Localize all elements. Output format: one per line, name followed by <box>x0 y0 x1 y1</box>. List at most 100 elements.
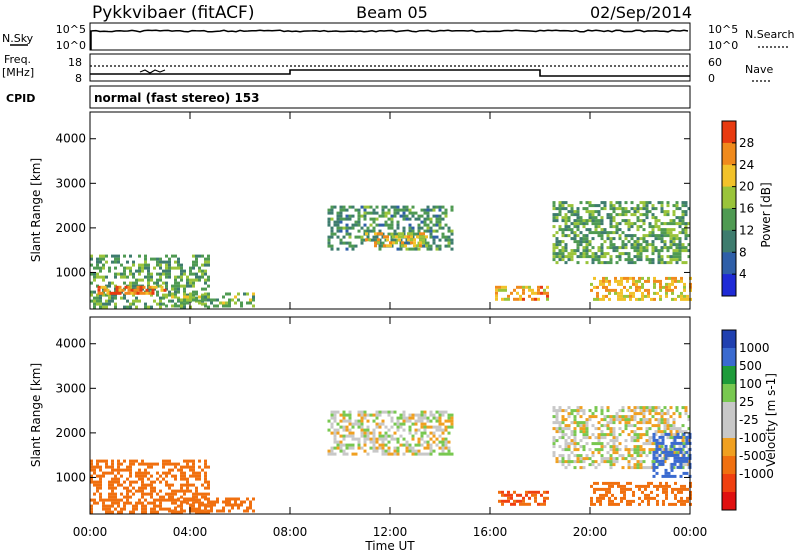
power-echo-cell-0 <box>99 302 102 306</box>
velocity-echo-cell-2 <box>399 413 403 417</box>
velocity-echo-cell-4 <box>648 409 652 413</box>
velocity-echo-cell-4 <box>570 442 574 446</box>
velocity-echo-cell-2 <box>351 431 355 435</box>
power-echo-cell-0 <box>192 263 195 267</box>
velocity-echo-cell-4 <box>633 412 637 416</box>
power-echo-cell-6 <box>645 249 649 253</box>
power-echo-cell-4 <box>386 244 389 248</box>
power-echo-cell-6 <box>642 234 646 238</box>
velocity-echo-cell-0 <box>90 459 93 463</box>
power-echo-cell-3 <box>336 247 340 251</box>
velocity-echo-cell-5 <box>659 481 662 485</box>
power-echo-cell-0 <box>102 266 105 270</box>
velocity-echo-cell-1 <box>228 503 231 507</box>
velocity-echo-cell-0 <box>174 501 177 505</box>
velocity-echo-cell-2 <box>351 425 355 429</box>
power-echo-cell-3 <box>411 229 415 233</box>
velocity-echo-cell-4 <box>630 409 634 413</box>
velocity-echo-cell-0 <box>186 477 189 481</box>
power-echo-cell-3 <box>405 208 409 212</box>
power-echo-cell-3 <box>381 205 385 209</box>
power-echo-cell-0 <box>159 305 162 309</box>
velocity-echo-cell-5 <box>590 496 593 500</box>
power-echo-cell-6 <box>588 201 592 205</box>
velocity-echo-cell-1 <box>210 503 213 507</box>
power-echo-cell-3 <box>438 220 442 224</box>
colorbar-swatch <box>722 456 736 475</box>
power-echo-cell-3 <box>345 217 349 221</box>
power-echo-cell-6 <box>555 240 559 244</box>
colorbar-swatch <box>722 420 736 439</box>
velocity-echo-cell-2 <box>330 416 334 420</box>
velocity-echo-cell-4 <box>579 409 583 413</box>
power-echo-cell-0 <box>165 293 168 297</box>
power-echo-cell-3 <box>387 217 391 221</box>
velocity-echo-cell-3 <box>546 490 549 494</box>
velocity-echo-cell-0 <box>99 468 102 472</box>
velocity-echo-cell-5 <box>623 496 626 500</box>
power-echo-cell-0 <box>195 257 198 261</box>
velocity-echo-cell-4 <box>630 424 634 428</box>
velocity-echo-cell-4 <box>570 412 574 416</box>
power-echo-cell-2 <box>210 298 213 302</box>
velocity-echo-cell-2 <box>450 452 454 456</box>
velocity-echo-cell-4 <box>621 430 625 434</box>
velocity-echo-cell-4 <box>630 430 634 434</box>
velocity-echo-cell-5 <box>599 487 602 491</box>
velocity-echo-cell-4 <box>600 454 604 458</box>
power-echo-cell-3 <box>441 217 445 221</box>
power-echo-cell-0 <box>102 263 105 267</box>
power-echo-cell-6 <box>552 243 556 247</box>
power-echo-cell-0 <box>141 263 144 267</box>
velocity-echo-cell-2 <box>369 446 373 450</box>
power-echo-cell-3 <box>435 244 439 248</box>
power-echo-cell-6 <box>657 261 661 265</box>
power-echo-cell-0 <box>150 293 153 297</box>
power-echo-cell-0 <box>108 281 111 285</box>
power-echo-cell-3 <box>351 205 355 209</box>
velocity-echo-cell-1 <box>234 500 237 504</box>
power-echo-cell-1 <box>97 291 101 295</box>
power-colorbar-tick-label: 8 <box>739 245 747 259</box>
power-echo-cell-6 <box>675 237 679 241</box>
power-echo-cell-6 <box>642 240 646 244</box>
power-echo-cell-6 <box>645 246 649 250</box>
velocity-echo-cell-4 <box>657 430 661 434</box>
velocity-echo-cell-4 <box>609 457 613 461</box>
velocity-echo-cell-0 <box>183 459 186 463</box>
velocity-echo-cell-3 <box>537 502 540 506</box>
power-echo-cell-7 <box>653 279 656 283</box>
power-echo-cell-3 <box>339 205 343 209</box>
velocity-echo-cell-6 <box>682 432 686 436</box>
velocity-echo-cell-4 <box>660 448 664 452</box>
power-echo-cell-6 <box>555 216 559 220</box>
velocity-echo-cell-0 <box>129 474 132 478</box>
power-echo-cell-3 <box>336 217 340 221</box>
power-echo-cell-6 <box>669 228 673 232</box>
velocity-echo-cell-0 <box>120 510 123 514</box>
power-echo-cell-6 <box>678 225 682 229</box>
velocity-echo-cell-2 <box>438 422 442 426</box>
power-echo-cell-6 <box>555 252 559 256</box>
velocity-echo-cell-0 <box>165 471 168 475</box>
velocity-echo-cell-0 <box>96 474 99 478</box>
power-echo-cell-7 <box>629 285 632 289</box>
velocity-echo-cell-1 <box>168 497 171 501</box>
power-echo-cell-0 <box>138 269 141 273</box>
power-echo-cell-0 <box>90 290 93 294</box>
velocity-echo-cell-4 <box>594 466 598 470</box>
velocity-echo-cell-4 <box>564 427 568 431</box>
velocity-echo-cell-4 <box>600 445 604 449</box>
power-echo-cell-6 <box>585 237 589 241</box>
power-echo-cell-3 <box>330 235 334 239</box>
power-echo-cell-6 <box>552 207 556 211</box>
power-echo-cell-6 <box>555 261 559 265</box>
velocity-echo-cell-2 <box>438 419 442 423</box>
power-echo-cell-6 <box>552 258 556 262</box>
velocity-echo-cell-4 <box>567 463 571 467</box>
velocity-echo-cell-0 <box>180 483 183 487</box>
power-echo-cell-0 <box>159 275 162 279</box>
power-echo-cell-6 <box>573 219 577 223</box>
power-echo-cell-6 <box>657 237 661 241</box>
velocity-echo-cell-2 <box>423 413 427 417</box>
